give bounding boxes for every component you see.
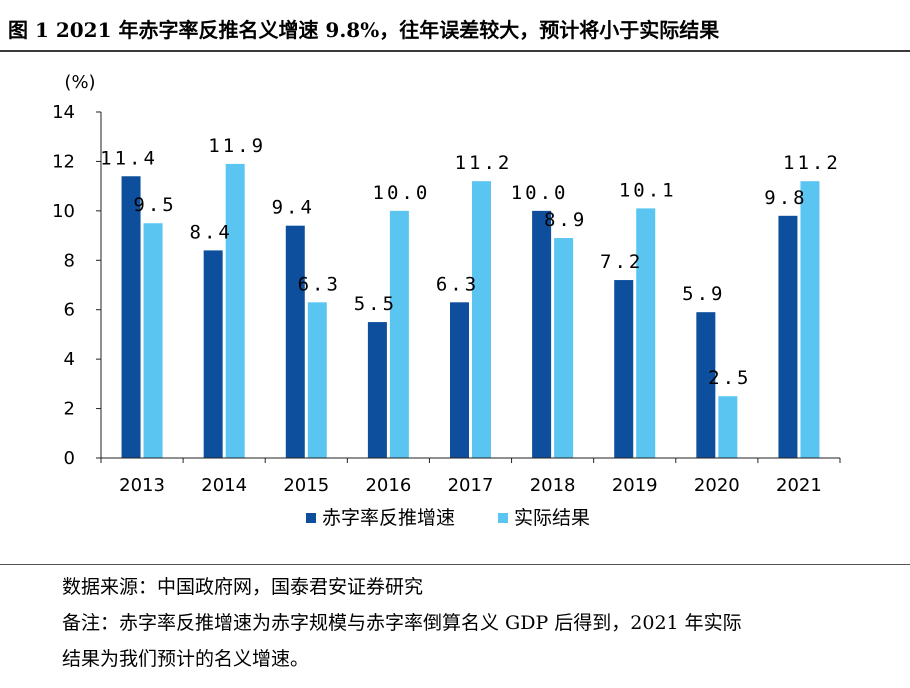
legend: 赤字率反推增速 实际结果 (306, 507, 590, 529)
data-label: 10.0 (511, 182, 569, 204)
y-tick-label: 12 (52, 151, 75, 172)
x-tick-label: 2018 (530, 475, 576, 496)
data-label: 7.2 (600, 251, 643, 273)
data-labels: 11.4 8.4 9.4 5.5 6.3 10.0 7.2 5.9 9.8 9.5 11.9 6.3 1… (100, 135, 841, 389)
remark-line-2: 结果为我们预计的名义增速。 (62, 648, 310, 670)
bar-actual-2017 (472, 181, 491, 458)
data-label: 10.1 (619, 179, 677, 201)
data-label: 6.3 (436, 273, 479, 295)
x-tick-label: 2013 (119, 475, 165, 496)
bar-deficit-implied-2016 (367, 322, 387, 458)
bar-deficit-implied-2015 (285, 225, 305, 458)
legend-label: 实际结果 (514, 507, 590, 529)
x-tick-label: 2017 (448, 475, 494, 496)
remark-line-1: 备注：赤字率反推增速为赤字规模与赤字率倒算名义 GDP 后得到，2021 年实际 (62, 612, 742, 634)
data-label: 5.5 (354, 293, 397, 315)
x-tick-label: 2021 (776, 475, 822, 496)
x-tick-label: 2014 (201, 475, 247, 496)
y-tick-label: 6 (64, 300, 75, 321)
data-label: 9.4 (272, 197, 315, 219)
data-label: 11.2 (783, 152, 841, 174)
y-axis-unit-label: (%) (64, 72, 95, 93)
bar-series (121, 163, 820, 458)
y-tick-label: 2 (64, 399, 75, 420)
data-label: 10.0 (373, 182, 431, 204)
bar-actual-2015 (307, 302, 327, 458)
bar-actual-2014 (225, 163, 245, 458)
bar-deficit-implied-2018 (532, 210, 552, 458)
legend-label: 赤字率反推增速 (322, 507, 455, 529)
data-label: 8.9 (544, 209, 587, 231)
data-label: 8.4 (190, 221, 233, 243)
y-axis: 0 2 4 6 8 10 12 14 (52, 102, 102, 469)
data-label: 11.2 (455, 152, 513, 174)
y-tick-label: 0 (64, 448, 75, 469)
y-tick-label: 4 (64, 349, 75, 370)
bar-actual-2020 (718, 396, 738, 458)
data-label: 5.9 (682, 283, 725, 305)
data-label: 11.9 (208, 135, 266, 157)
y-tick-label: 8 (64, 250, 75, 271)
data-label: 9.8 (764, 187, 807, 209)
data-source-text: 数据来源：中国政府网，国泰君安证券研究 (62, 576, 424, 598)
bar-deficit-implied-2014 (203, 250, 223, 458)
data-label: 9.5 (133, 194, 176, 216)
bar-deficit-implied-2017 (450, 302, 469, 458)
legend-swatch (498, 513, 508, 523)
bar-actual-2016 (389, 210, 409, 458)
x-axis: 2013 2014 2015 2016 2017 2018 2019 2020 2021 (100, 457, 841, 496)
x-tick-label: 2020 (694, 475, 740, 496)
legend-swatch (306, 513, 316, 523)
data-label: 6.3 (298, 273, 341, 295)
bar-deficit-implied-2021 (778, 215, 798, 458)
x-tick-label: 2019 (612, 475, 658, 496)
figure-title: 图 1 2021 年赤字率反推名义增速 9.8%，往年误差较大，预计将小于实际结… (8, 18, 720, 42)
data-label: 2.5 (708, 367, 751, 389)
bar-actual-2018 (554, 238, 574, 458)
title-divider (0, 50, 910, 52)
data-label: 11.4 (100, 147, 158, 169)
y-tick-label: 10 (52, 201, 75, 222)
x-tick-label: 2016 (365, 475, 411, 496)
bar-actual-2019 (636, 208, 656, 458)
y-tick-label: 14 (52, 102, 75, 123)
footer-divider (0, 564, 910, 565)
bar-actual-2021 (800, 181, 820, 458)
bar-deficit-implied-2019 (614, 280, 634, 458)
x-tick-label: 2015 (283, 475, 329, 496)
bar-deficit-implied-2020 (696, 312, 716, 458)
bar-actual-2013 (143, 223, 163, 458)
bar-chart: (%) 0 2 4 6 8 10 12 14 11.4 8.4 9.4 5.5 6.3 10.0 7.2 5… (52, 72, 841, 529)
bar-deficit-implied-2013 (121, 176, 141, 458)
